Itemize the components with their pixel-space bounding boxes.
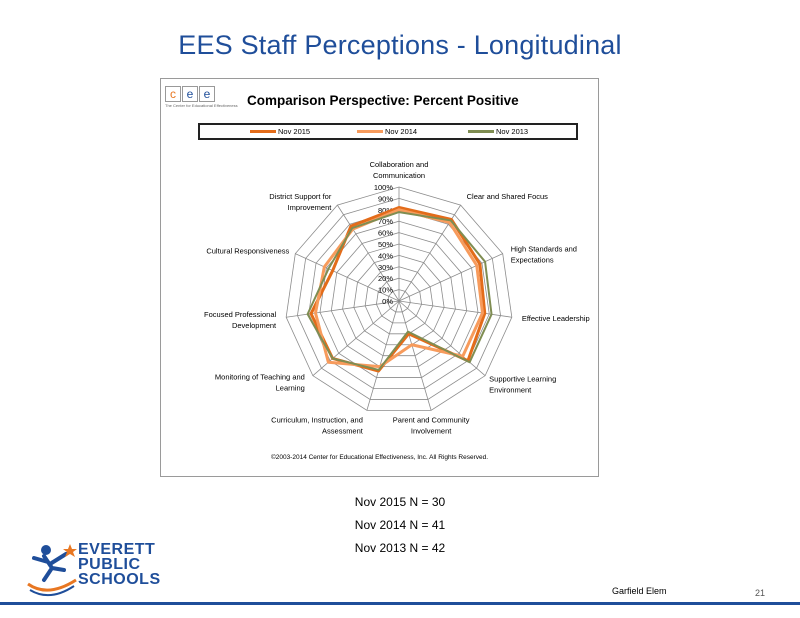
cee-logo-letter: e [199,86,215,102]
radar-category-label: District Support for Improvement [269,192,332,212]
radar-spoke [398,300,512,318]
radar-tick-label: 30% [378,263,393,272]
radar-spoke [366,300,400,411]
radar-tick-label: 40% [378,251,393,260]
radar-spoke [398,300,432,411]
radar-tick-label: 0% [382,297,393,306]
legend-label: Nov 2015 [278,127,311,136]
radar-tick-label: 80% [378,206,393,215]
radar-tick-label: 90% [378,194,393,203]
page-number: 21 [755,588,766,598]
radar-grid-ring [285,186,513,411]
radar-spoke [286,300,400,318]
chart-copyright: ©2003-2014 Center for Educational Effect… [270,454,489,461]
logo-word: SCHOOLS [78,571,161,588]
sample-size-line: Nov 2015 N = 30 [354,495,446,509]
radar-tick-label: 20% [378,274,393,283]
radar-tick-label: 50% [378,240,393,249]
logo-word: EVERETT [78,541,156,558]
chart-legend: Nov 2015 Nov 2014 Nov 2013 [198,123,578,140]
cee-logo-letter: e [182,86,198,102]
radar-category-label: Clear and Shared Focus [467,192,549,201]
radar-tick-label: 60% [378,229,393,238]
radar-category-label: Cultural Responsiveness [206,247,289,256]
legend-swatch [468,130,494,133]
radar-series-line [313,208,485,369]
slide-title: EES Staff Perceptions - Longitudinal [178,30,622,60]
radar-spoke [337,204,400,302]
radar-category-label: Effective Leadership [522,314,590,323]
radar-category-label: Collaboration and Communication [370,160,429,180]
radar-tick-label: 70% [378,217,393,226]
legend-label: Nov 2014 [385,127,418,136]
cee-logo-letter: c [165,86,181,102]
legend-item: Nov 2015 [250,127,310,136]
footer-divider [0,602,800,605]
radar-spoke [312,300,400,376]
legend-label: Nov 2013 [496,127,529,136]
sample-size-line: Nov 2014 N = 41 [354,518,446,532]
radar-category-label: Supportive Learning Environment [489,375,556,395]
radar-grid-ring [330,232,468,368]
radar-chart: 0% 10% 20% 30% 40% 50% 60% 70% 80% 90% 100% Collabo… [204,160,590,435]
everett-public-schools-logo: EVERETT PUBLIC SCHOOLS [24,540,174,600]
logo-word: PUBLIC [78,556,141,573]
radar-tick-label: 100% [374,183,394,192]
radar-series-line [309,206,487,373]
radar-grid-ring [297,197,501,400]
school-name: Garfield Elem [612,586,667,596]
sample-size-line: Nov 2013 N = 42 [354,541,446,555]
sample-sizes: Nov 2015 N = 30 Nov 2014 N = 41 Nov 2013… [0,495,800,564]
radar-category-label: Focused Professional Development [204,310,277,330]
radar-grid-ring [387,289,411,313]
radar-category-label: Parent and Community Involvement [393,415,470,435]
cee-logo-tagline: The Center for Educational Effectiveness [165,103,238,108]
legend-swatch [357,130,383,133]
radar-spoke [398,300,486,376]
radar-category-label: High Standards and Expectations [511,245,577,265]
radar-category-label: Curriculum, Instruction, and Assessment [271,415,364,435]
radar-series-line [306,211,493,371]
logo-wordmark: EVERETT PUBLIC SCHOOLS [78,541,161,588]
radar-grid-ring [342,243,456,357]
radar-tick-label: 10% [378,286,393,295]
chart-title: Comparison Perspective: Percent Positive [247,93,519,108]
radar-category-label: Monitoring of Teaching and Learning [215,373,305,393]
radar-grid-ring [364,266,434,335]
radar-grid-ring [376,277,422,324]
legend-item: Nov 2014 [357,127,417,136]
legend-item: Nov 2013 [468,127,528,136]
legend-swatch [250,130,276,133]
radar-spoke [295,253,400,302]
runner-icon [27,544,77,597]
